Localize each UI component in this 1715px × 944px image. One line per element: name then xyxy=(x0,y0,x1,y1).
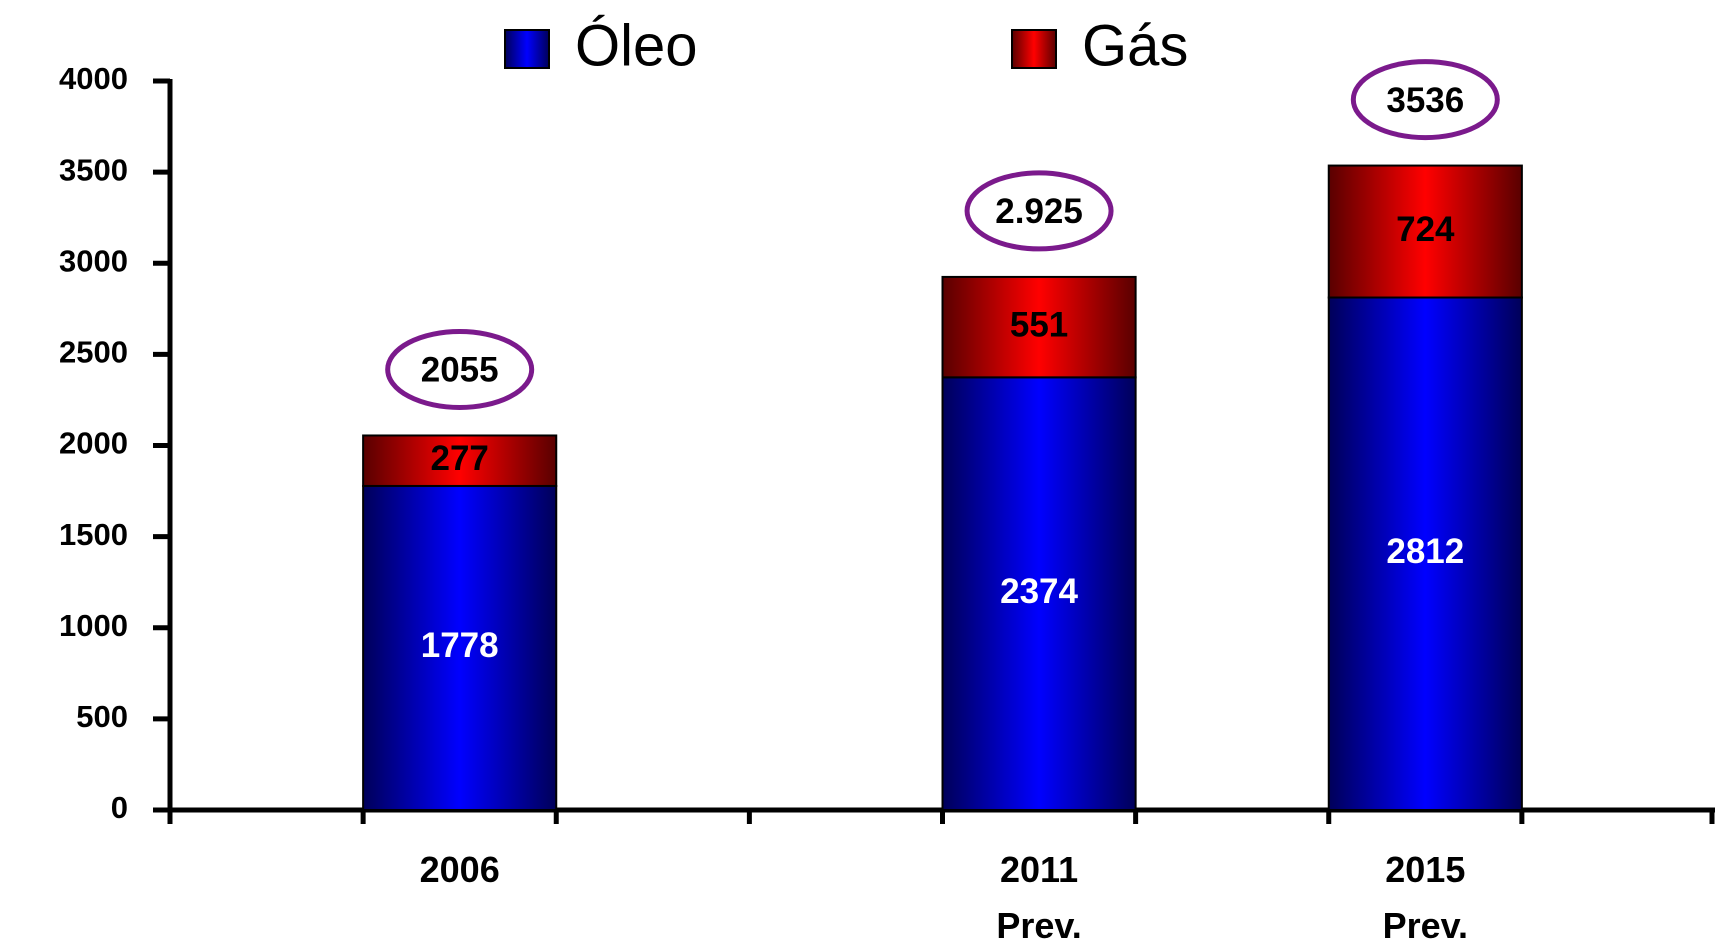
bar-segment xyxy=(362,434,558,487)
bar-segment xyxy=(1327,296,1523,811)
bar-segment xyxy=(362,484,558,811)
y-tick-label: 3000 xyxy=(59,243,128,278)
total-label: 2055 xyxy=(421,351,499,390)
y-tick-label: 3500 xyxy=(59,152,128,187)
data-label: 2374 xyxy=(1000,572,1078,611)
y-tick-label: 2000 xyxy=(59,426,128,461)
x-tick-label: 2011 Prev. xyxy=(996,849,1081,944)
data-label: 551 xyxy=(1010,305,1068,344)
y-tick-label: 500 xyxy=(76,699,128,734)
data-label: 1778 xyxy=(421,626,499,665)
x-tick-label: 2015 Prev. xyxy=(1383,849,1468,944)
total-label: 2.925 xyxy=(995,192,1083,231)
total-circle xyxy=(385,328,535,410)
bar-segment xyxy=(1327,164,1523,299)
total-label: 3536 xyxy=(1386,81,1464,120)
total-circle xyxy=(964,170,1114,252)
bar-segment xyxy=(941,275,1137,379)
data-label: 724 xyxy=(1396,210,1455,249)
y-tick-label: 4000 xyxy=(59,61,128,96)
data-label: 277 xyxy=(430,439,488,478)
y-tick-label: 1500 xyxy=(59,517,128,552)
legend-swatch xyxy=(504,29,550,69)
bar-segment xyxy=(941,376,1137,811)
legend-swatch xyxy=(1011,29,1057,69)
y-tick-label: 2500 xyxy=(59,335,128,370)
total-circle xyxy=(1350,59,1500,141)
x-tick-label: 2006 xyxy=(420,849,500,890)
legend-label: Gás xyxy=(1082,13,1188,78)
legend-label: Óleo xyxy=(575,13,698,78)
y-tick-label: 1000 xyxy=(59,608,128,643)
data-label: 2812 xyxy=(1386,532,1464,571)
y-tick-label: 0 xyxy=(111,790,128,825)
